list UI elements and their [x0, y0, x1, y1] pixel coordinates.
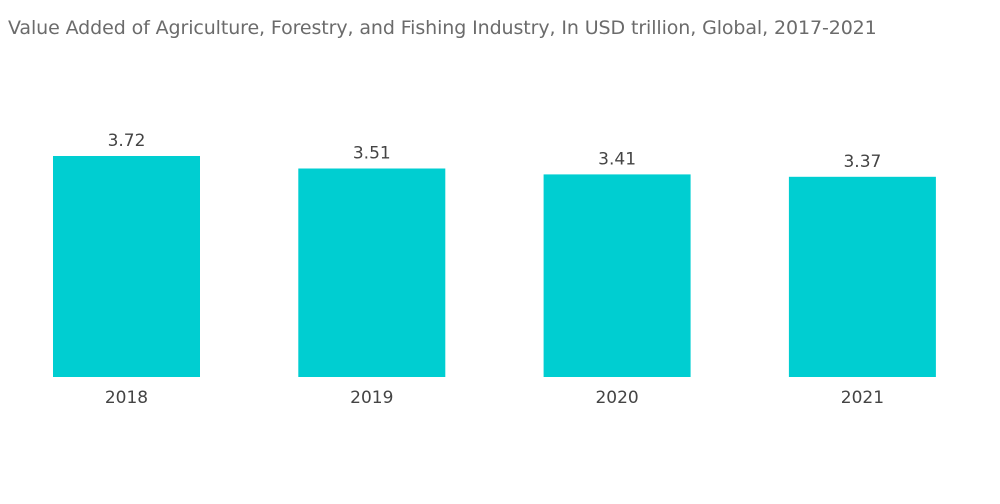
- value-label-2020: 3.41: [598, 149, 636, 169]
- value-labels-group: 3.72 3.51 3.41 3.37: [108, 131, 882, 172]
- x-tick-label-2018: 2018: [105, 388, 148, 408]
- bar-2019: [298, 168, 446, 377]
- bar-2020: [543, 174, 691, 377]
- bar-2018: [53, 156, 200, 377]
- value-label-2021: 3.37: [843, 152, 881, 172]
- bar-2021: [788, 176, 936, 377]
- x-tick-label-2020: 2020: [595, 388, 638, 408]
- bars-group: [53, 156, 936, 377]
- x-tick-label-2019: 2019: [350, 388, 393, 408]
- value-label-2018: 3.72: [108, 131, 146, 151]
- value-label-2019: 3.51: [353, 144, 391, 164]
- chart-title: Value Added of Agriculture, Forestry, an…: [8, 17, 877, 39]
- x-tick-label-2021: 2021: [841, 388, 884, 408]
- x-axis-ticks: 2018 2019 2020 2021: [105, 388, 884, 408]
